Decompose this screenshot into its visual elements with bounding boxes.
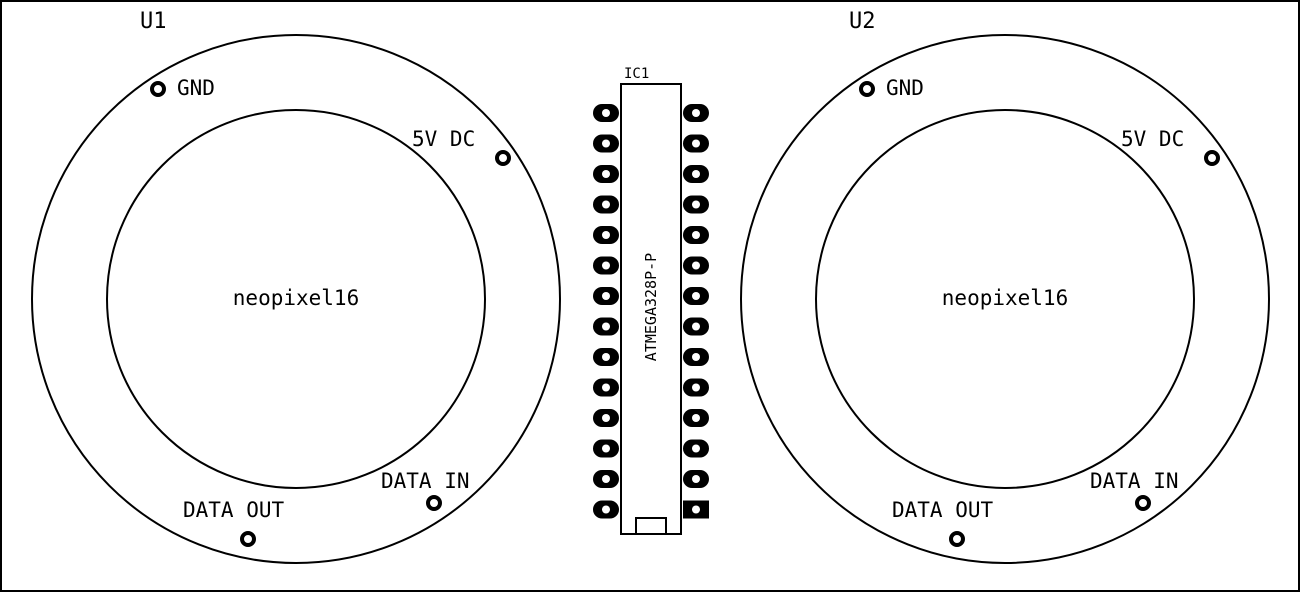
ic1-pad-left-11-drill bbox=[602, 414, 610, 422]
ic1-pad-left-2-drill bbox=[602, 139, 610, 148]
u1-data-out-label: DATA OUT bbox=[183, 498, 285, 522]
u2-gnd-label: GND bbox=[886, 76, 924, 100]
ic1-pad-left-5-drill bbox=[602, 231, 610, 239]
ic1-pad-left-13-drill bbox=[602, 475, 610, 483]
ic1-pad-right-3-drill bbox=[692, 170, 700, 178]
ic1-pad-left-7-drill bbox=[602, 292, 610, 300]
u2-data-out-label: DATA OUT bbox=[892, 498, 994, 522]
ic1-pad-left-10-drill bbox=[602, 383, 610, 392]
u2-gnd-pad[interactable] bbox=[859, 81, 875, 97]
u1-value-label: neopixel16 bbox=[233, 286, 359, 310]
u2-data-in-pad[interactable] bbox=[1135, 495, 1151, 511]
u1-data-out-pad[interactable] bbox=[240, 531, 256, 547]
u1-outer-ring bbox=[31, 34, 561, 564]
u1-gnd-pad[interactable] bbox=[150, 81, 166, 97]
u2-outer-ring bbox=[740, 34, 1270, 564]
ic1-pad-right-11-drill bbox=[692, 414, 700, 422]
u1-reference: U1 bbox=[140, 9, 167, 34]
ic1-pad-pin1-drill bbox=[692, 505, 700, 514]
ic1-pad-right-5-drill bbox=[692, 231, 700, 239]
ic1-pad-left-6-drill bbox=[602, 261, 610, 270]
ic1-pad-right-10-drill bbox=[692, 383, 700, 392]
u1-data-in-pad[interactable] bbox=[426, 495, 442, 511]
u2-data-in-label: DATA IN bbox=[1090, 469, 1179, 493]
ic1-pad-right-6-drill bbox=[692, 261, 700, 270]
u1-5v-label: 5V DC bbox=[412, 127, 475, 151]
ic1-pad-right-4-drill bbox=[692, 200, 700, 209]
ic1-pad-array bbox=[593, 104, 709, 519]
neopixel-ring-u2[interactable]: U2 neopixel16 GND 5V DC DATA IN DATA OUT bbox=[740, 9, 1270, 564]
u1-5v-pad[interactable] bbox=[495, 150, 511, 166]
ic1-value-label: ATMEGA328P-P bbox=[642, 253, 660, 361]
ic1-pad-left-8-drill bbox=[602, 322, 610, 331]
ic1-dip-footprint[interactable]: IC1 ATMEGA328P-P bbox=[593, 66, 709, 535]
u2-reference: U2 bbox=[849, 9, 876, 34]
neopixel-ring-u1[interactable]: U1 neopixel16 GND 5V DC DATA IN DATA OUT bbox=[31, 9, 561, 564]
ic1-pin1-notch bbox=[635, 517, 667, 535]
ic1-pad-left-12-drill bbox=[602, 444, 610, 453]
ic1-pad-right-1-drill bbox=[692, 109, 700, 117]
ic1-pad-right-8-drill bbox=[692, 322, 700, 331]
ic1-pad-right-7-drill bbox=[692, 292, 700, 300]
ic1-pad-left-4-drill bbox=[602, 200, 610, 209]
u2-5v-label: 5V DC bbox=[1121, 127, 1184, 151]
ic1-pad-left-3-drill bbox=[602, 170, 610, 178]
u2-value-label: neopixel16 bbox=[942, 286, 1068, 310]
ic1-pad-left-14-drill bbox=[602, 505, 610, 514]
u1-gnd-label: GND bbox=[177, 76, 215, 100]
ic1-pad-right-12-drill bbox=[692, 444, 700, 453]
ic1-pad-right-9-drill bbox=[692, 353, 700, 361]
ic1-pad-right-2-drill bbox=[692, 139, 700, 148]
u1-data-in-label: DATA IN bbox=[381, 469, 470, 493]
u2-5v-pad[interactable] bbox=[1204, 150, 1220, 166]
u2-inner-ring bbox=[815, 109, 1195, 489]
ic1-reference: IC1 bbox=[624, 66, 649, 82]
ic1-pad-left-9-drill bbox=[602, 353, 610, 361]
u1-inner-ring bbox=[106, 109, 486, 489]
ic1-pad-right-13-drill bbox=[692, 475, 700, 483]
ic1-pad-left-1-drill bbox=[602, 109, 610, 117]
u2-data-out-pad[interactable] bbox=[949, 531, 965, 547]
